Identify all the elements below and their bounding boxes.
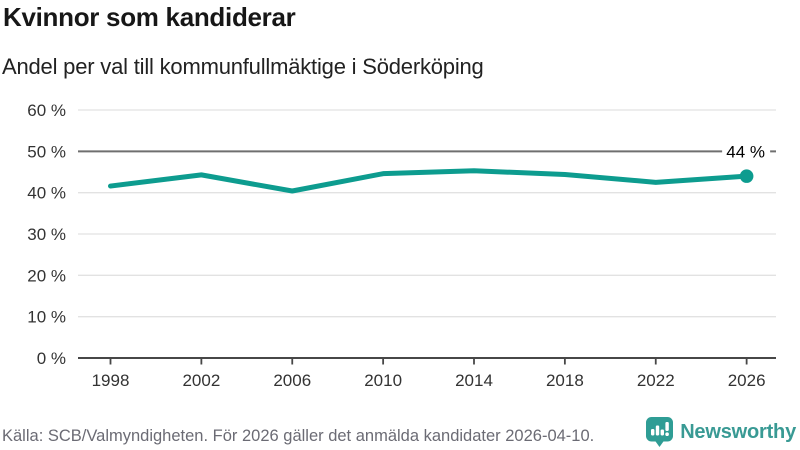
- y-tick-label: 10 %: [27, 308, 66, 327]
- newsworthy-logo: Newsworthy: [644, 416, 796, 448]
- x-tick-label: 2002: [182, 371, 220, 390]
- chart-footer: Källa: SCB/Valmyndigheten. För 2026 gäll…: [0, 414, 800, 450]
- y-tick-label: 20 %: [27, 266, 66, 285]
- series-line: [108, 168, 750, 194]
- y-tick-label: 50 %: [27, 142, 66, 161]
- y-tick-label: 0 %: [37, 349, 66, 368]
- x-tick-label: 2018: [546, 371, 584, 390]
- y-tick-label: 40 %: [27, 184, 66, 203]
- newsworthy-logo-icon: [646, 417, 674, 447]
- x-tick-label: 2006: [273, 371, 311, 390]
- y-tick-label: 60 %: [27, 101, 66, 120]
- y-tick-label: 30 %: [27, 225, 66, 244]
- line-chart: 0 % 10 % 20 % 30 % 40 % 50 % 60 % 1998 2002 2006 2…: [27, 101, 776, 390]
- chart-subtitle: Andel per val till kommunfullmäktige i S…: [2, 54, 484, 79]
- x-axis: 1998 2002 2006 2010 2014 2018 2022 2026: [92, 358, 766, 390]
- newsworthy-logo-text: Newsworthy: [680, 420, 796, 443]
- x-tick-label: 2014: [455, 371, 493, 390]
- chart-title: Kvinnor som kandiderar: [3, 2, 296, 32]
- x-tick-label: 1998: [92, 371, 130, 390]
- end-point-dot: [739, 169, 754, 183]
- x-tick-label: 2026: [728, 371, 766, 390]
- x-tick-label: 2010: [364, 371, 402, 390]
- end-point-label: 44 %: [726, 143, 765, 162]
- end-label-mask: [722, 142, 771, 161]
- x-tick-label: 2022: [637, 371, 675, 390]
- source-note: Källa: SCB/Valmyndigheten. För 2026 gäll…: [2, 427, 595, 445]
- gridlines: 0 % 10 % 20 % 30 % 40 % 50 % 60 %: [27, 101, 776, 368]
